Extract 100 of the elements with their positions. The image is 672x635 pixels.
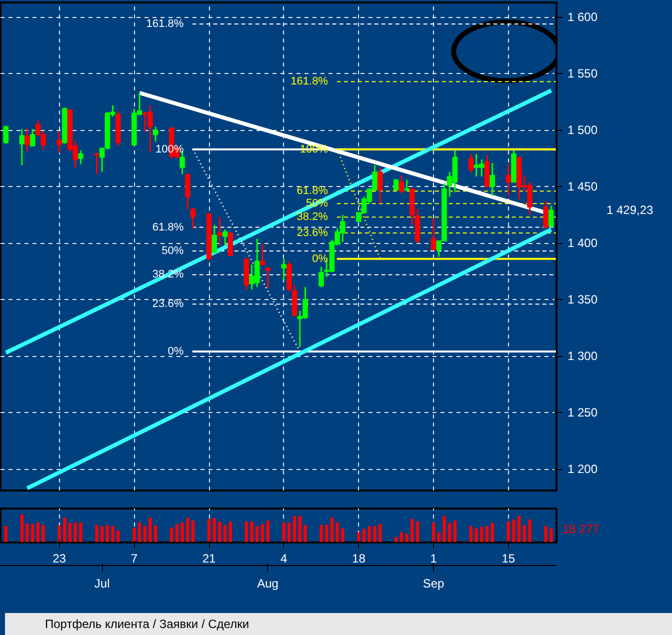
bar [437, 532, 440, 542]
x-tick-label: 7 [130, 552, 138, 566]
candlestick [78, 150, 84, 165]
bar [448, 522, 452, 542]
bar [416, 522, 420, 542]
bar [341, 528, 344, 542]
y-tick-label: 1 450 [568, 180, 598, 194]
bar [490, 522, 494, 542]
text: 1 429,23 [606, 203, 654, 218]
bar [266, 520, 270, 542]
bar [550, 528, 553, 542]
bar [288, 522, 291, 542]
candlestick [543, 200, 548, 228]
annotation: 50% [162, 245, 184, 258]
x-tick-label: 18 [352, 552, 366, 566]
bar [320, 524, 323, 542]
candlestick [393, 179, 399, 191]
x-tick-label: 4 [280, 552, 288, 566]
candlestick [490, 162, 495, 196]
bar [4, 526, 8, 542]
bar [100, 526, 104, 542]
bar [244, 522, 248, 542]
bar [357, 532, 360, 542]
bar [154, 525, 158, 542]
bar [42, 524, 45, 542]
bar [228, 522, 232, 542]
bar [512, 519, 516, 542]
annotation: 161.8% [146, 18, 184, 30]
bar [20, 514, 24, 542]
annotation: 61.8% [296, 185, 328, 198]
annotation: 38.2% [296, 211, 328, 224]
text: Портфель клиента / Заявки / Сделки [45, 616, 250, 632]
x2-tick-label: Aug [257, 576, 278, 590]
candlestick [212, 224, 217, 254]
candlestick [184, 173, 190, 210]
bar [132, 528, 136, 542]
candlestick [281, 258, 286, 282]
bar [74, 522, 77, 542]
x2-tick-label: Jul [94, 576, 110, 590]
bar [186, 518, 190, 542]
annotation: 23.6% [152, 298, 184, 310]
y-tick-label: 1 550 [568, 66, 598, 81]
bar [442, 516, 446, 542]
bar [368, 526, 371, 542]
bar [36, 522, 40, 542]
bar [63, 518, 66, 542]
annotation: 0% [168, 346, 184, 358]
bar [68, 522, 72, 542]
bar [79, 522, 82, 542]
candlestick [260, 243, 266, 266]
bar [485, 526, 489, 542]
candlestick [94, 152, 100, 175]
bar [304, 524, 307, 542]
bar [474, 528, 478, 542]
bar [116, 530, 120, 542]
bar [256, 526, 259, 542]
x2-tick-label: Sep [422, 576, 445, 590]
bar [394, 536, 398, 542]
annotation: 23.6% [296, 226, 328, 239]
candlestick [548, 205, 554, 228]
bar [282, 522, 286, 542]
candlestick [228, 232, 234, 256]
bar [410, 518, 414, 542]
candlestick [56, 130, 62, 154]
bar [469, 526, 473, 542]
bar [175, 524, 178, 542]
bar [207, 518, 211, 542]
y-tick-label: 1 300 [568, 349, 598, 364]
bar [480, 526, 484, 542]
bar [212, 518, 216, 542]
candlestick [24, 127, 30, 152]
y-tick-label: 1 500 [568, 123, 598, 138]
bar [432, 522, 436, 542]
bar [223, 524, 227, 542]
bar [250, 522, 254, 542]
x-tick-label: 23 [52, 552, 66, 566]
bar [260, 524, 264, 542]
candlestick [404, 179, 410, 192]
candlestick [190, 207, 196, 230]
bar [522, 525, 526, 542]
candlestick [30, 128, 36, 147]
y-tick-label: 1 250 [568, 406, 598, 420]
bar [292, 516, 296, 542]
annotation: 161.8% [290, 76, 328, 88]
candlestick [3, 124, 8, 144]
x-tick-label: 1 [430, 552, 438, 566]
bar [138, 522, 142, 542]
candlestick [430, 218, 436, 251]
text: 18 277 [562, 522, 600, 536]
bar [373, 526, 376, 542]
bar [191, 520, 195, 542]
bar [400, 532, 404, 542]
bar [506, 522, 510, 542]
bar [26, 523, 29, 542]
bar [336, 522, 339, 542]
bar [518, 516, 521, 542]
bar [170, 528, 174, 542]
candlestick [152, 126, 158, 142]
bar [58, 525, 61, 542]
y-tick-label: 1 350 [568, 292, 598, 307]
